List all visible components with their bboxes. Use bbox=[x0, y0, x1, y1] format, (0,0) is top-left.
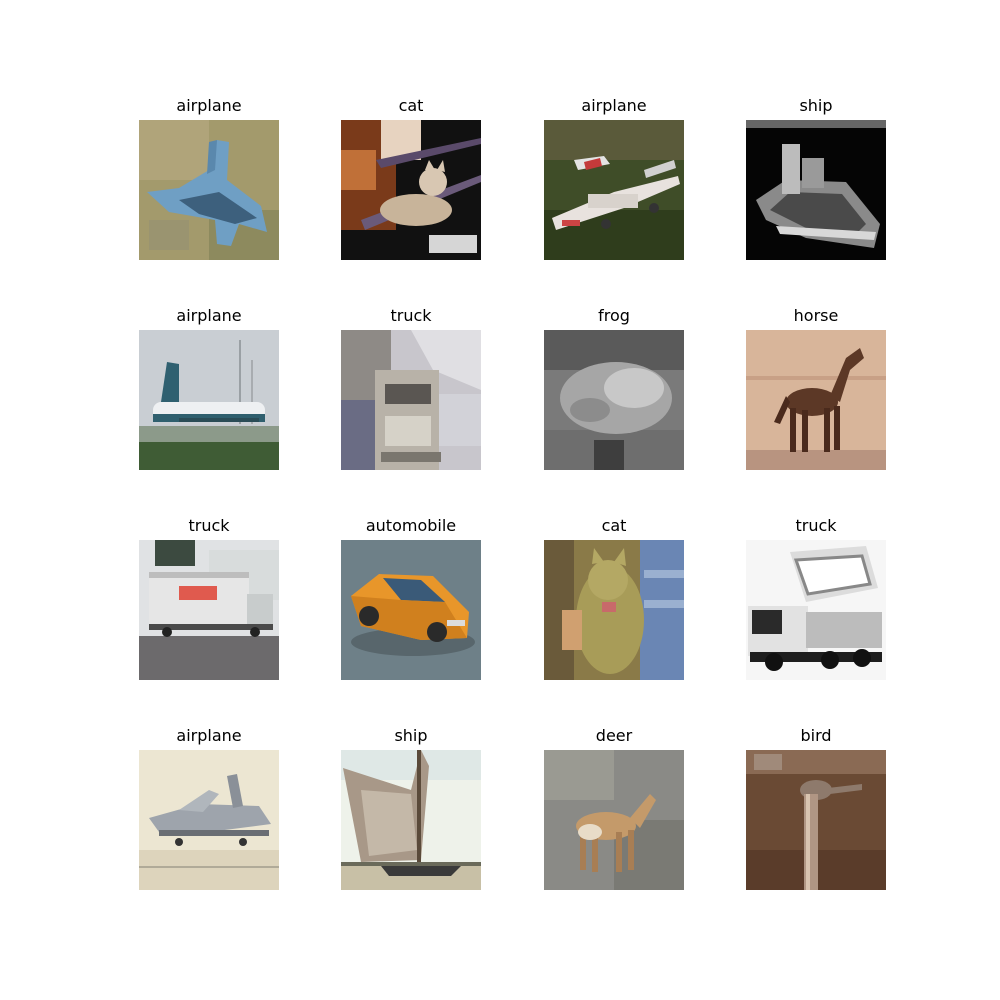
image-label: bird bbox=[800, 726, 832, 745]
image-label: airplane bbox=[176, 726, 242, 745]
image-label: horse bbox=[793, 306, 839, 325]
airplane-thumbnail bbox=[544, 120, 684, 260]
image-label: ship bbox=[799, 96, 833, 115]
image-label: cat bbox=[398, 96, 424, 115]
cat-thumbnail bbox=[544, 540, 684, 680]
ship-thumbnail bbox=[746, 120, 886, 260]
deer-thumbnail bbox=[544, 750, 684, 890]
image-label: automobile bbox=[365, 516, 457, 535]
ship-thumbnail bbox=[341, 750, 481, 890]
image-label: truck bbox=[390, 306, 432, 325]
image-label: airplane bbox=[176, 306, 242, 325]
truck-thumbnail bbox=[341, 330, 481, 470]
image-label: truck bbox=[795, 516, 837, 535]
cat-thumbnail bbox=[341, 120, 481, 260]
truck-thumbnail bbox=[139, 540, 279, 680]
image-label: cat bbox=[601, 516, 627, 535]
image-label: deer bbox=[595, 726, 633, 745]
image-label: frog bbox=[598, 306, 630, 325]
truck-thumbnail bbox=[746, 540, 886, 680]
image-label: ship bbox=[394, 726, 428, 745]
airplane-thumbnail bbox=[139, 330, 279, 470]
airplane-thumbnail bbox=[139, 750, 279, 890]
horse-thumbnail bbox=[746, 330, 886, 470]
image-label: airplane bbox=[581, 96, 647, 115]
automobile-thumbnail bbox=[341, 540, 481, 680]
airplane-thumbnail bbox=[139, 120, 279, 260]
frog-thumbnail bbox=[544, 330, 684, 470]
bird-thumbnail bbox=[746, 750, 886, 890]
image-label: airplane bbox=[176, 96, 242, 115]
image-label: truck bbox=[188, 516, 230, 535]
